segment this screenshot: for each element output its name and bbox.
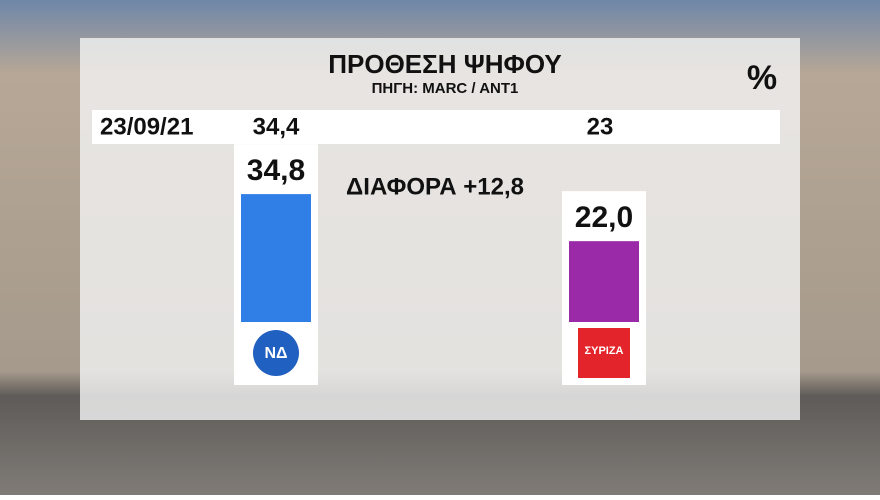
bar bbox=[569, 241, 639, 322]
category-label: ΣΥΡΙΖΑ bbox=[585, 345, 624, 357]
value-label: 22,0 bbox=[575, 201, 633, 234]
chart-title: ΠΡΟΘΕΣΗ ΨΗΦΟΥ bbox=[328, 49, 562, 79]
previous-date: 23/09/21 bbox=[100, 113, 193, 140]
previous-value: 23 bbox=[587, 113, 614, 140]
value-label: 34,8 bbox=[247, 154, 305, 187]
category-label: ΝΔ bbox=[264, 345, 287, 362]
chart-subtitle: ΠΗΓΗ: MARC / ANT1 bbox=[372, 80, 519, 97]
party-logo bbox=[578, 328, 630, 378]
bar bbox=[241, 194, 311, 322]
previous-value: 34,4 bbox=[253, 113, 300, 140]
party-logo bbox=[253, 330, 299, 376]
previous-row bbox=[92, 110, 780, 144]
unit: % bbox=[747, 59, 777, 97]
annotation: ΔΙΑΦΟΡΑ +12,8 bbox=[346, 173, 524, 200]
panel bbox=[80, 38, 800, 420]
